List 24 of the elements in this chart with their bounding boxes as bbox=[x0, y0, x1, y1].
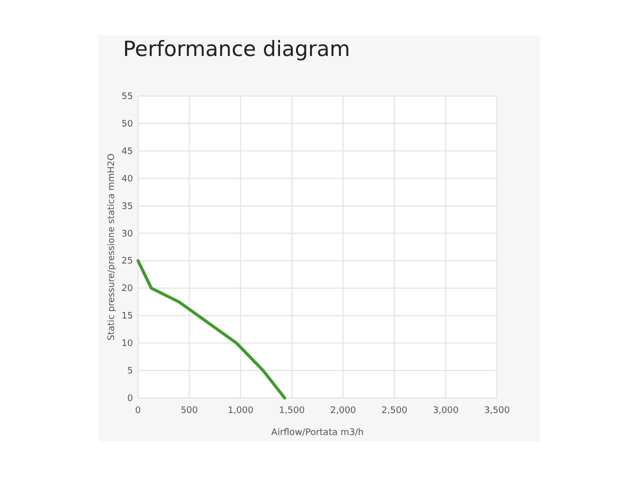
y-tick-label: 0 bbox=[127, 394, 134, 404]
x-tick-label: 0 bbox=[135, 406, 142, 416]
y-tick-label: 35 bbox=[122, 202, 133, 212]
y-tick-label: 20 bbox=[122, 284, 134, 294]
y-tick-label: 55 bbox=[122, 92, 133, 102]
y-tick-label: 50 bbox=[122, 119, 134, 130]
line-series bbox=[136, 259, 286, 400]
y-tick-label: 5 bbox=[127, 366, 133, 377]
x-tick-label: 1,500 bbox=[278, 406, 306, 416]
y-tick-label: 15 bbox=[122, 312, 133, 322]
x-tick-label: 3,500 bbox=[484, 406, 510, 416]
y-axis-title: Static pressure/pressione statica mmH2O bbox=[107, 154, 117, 340]
chart-title: Performance diagram bbox=[123, 37, 350, 61]
x-axis-title: Airflow/Portata m3/h bbox=[271, 428, 364, 438]
y-tick-label: 40 bbox=[122, 174, 134, 184]
y-tick-label: 45 bbox=[122, 146, 133, 157]
x-tick-label: 2,000 bbox=[330, 406, 356, 416]
y-tick-label: 30 bbox=[122, 229, 134, 240]
x-tick-label: 3,000 bbox=[432, 406, 459, 416]
y-tick-label: 10 bbox=[122, 339, 134, 350]
y-tick-label: 25 bbox=[122, 256, 133, 267]
x-tick-label: 2,500 bbox=[382, 406, 408, 416]
x-tick-label: 500 bbox=[180, 406, 198, 416]
x-tick-label: 1,000 bbox=[228, 406, 254, 416]
